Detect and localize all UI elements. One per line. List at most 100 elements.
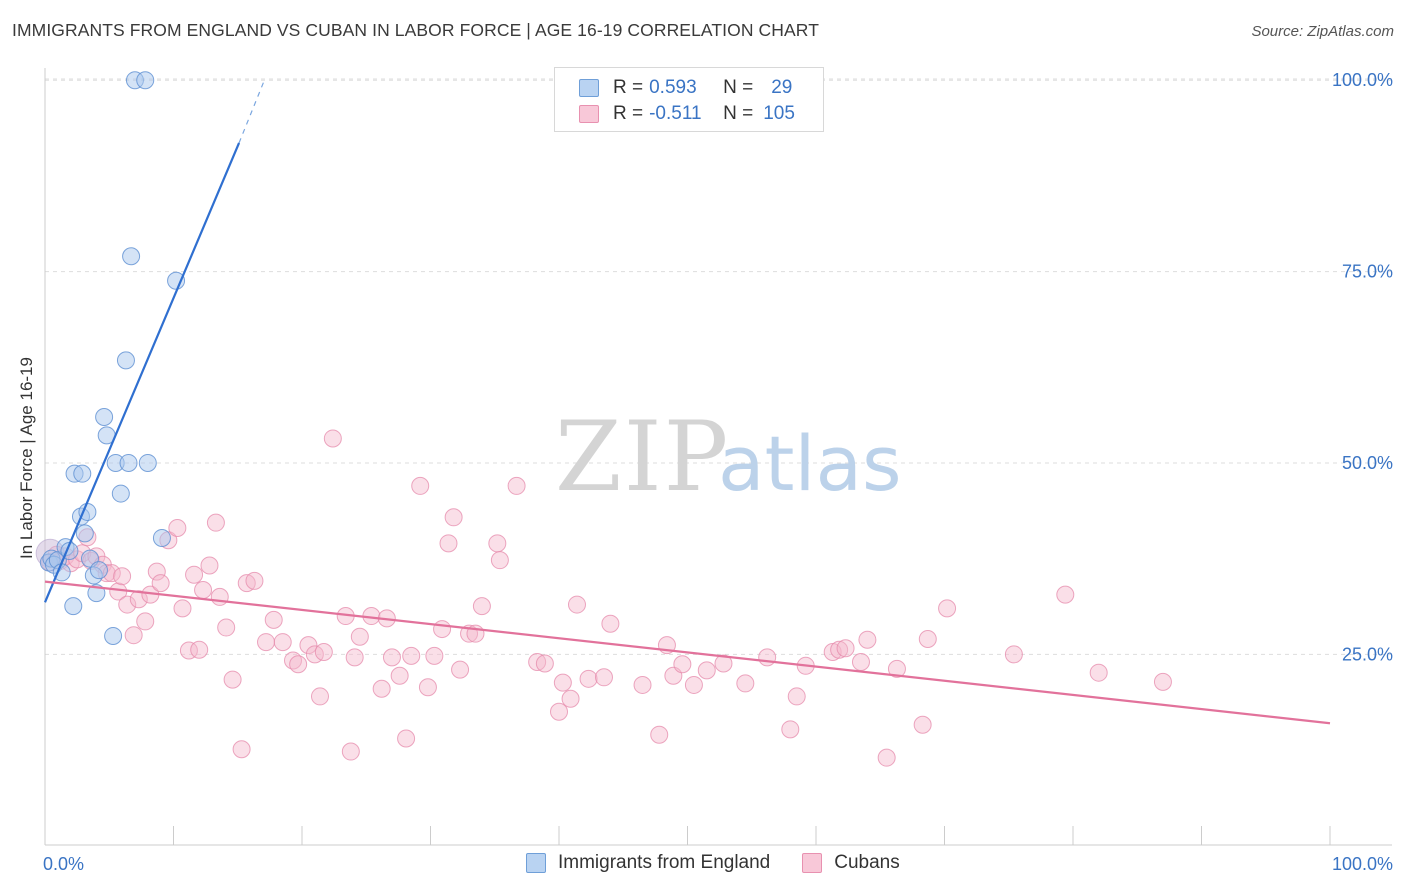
cubans-point: [194, 581, 213, 600]
cubans-point: [314, 643, 333, 662]
england-point: [89, 561, 108, 580]
cubans-point: [289, 655, 308, 674]
cubans-point: [210, 587, 229, 606]
cubans-point: [439, 534, 458, 553]
cubans-point: [1056, 585, 1075, 604]
england-point: [119, 453, 138, 472]
cubans-point: [451, 660, 470, 679]
cubans-point: [488, 534, 507, 553]
england-point: [122, 247, 141, 266]
series-legend: Immigrants from England Cubans: [526, 852, 932, 874]
y-tick-label: 25.0%: [1342, 644, 1393, 664]
cubans-point: [887, 659, 906, 678]
grid-lines: [45, 78, 1392, 655]
cubans-point: [113, 567, 132, 586]
cubans-point: [433, 620, 452, 639]
england-point: [152, 528, 171, 547]
cubans-point: [217, 618, 236, 637]
cubans-point: [601, 614, 620, 633]
cubans-point: [836, 639, 855, 658]
cubans-point: [136, 612, 155, 631]
england-points: [39, 71, 186, 645]
cubans-point: [118, 595, 137, 614]
cubans-point: [561, 689, 580, 708]
cubans-point: [684, 675, 703, 694]
r-value: 0.593: [649, 77, 697, 98]
cubans-point: [472, 597, 491, 616]
england-point: [73, 464, 92, 483]
cubans-point: [528, 652, 547, 671]
cubans-point: [299, 636, 318, 655]
legend-item-cubans[interactable]: Cubans: [802, 852, 900, 874]
n-label: N =: [723, 103, 754, 124]
cubans-point: [341, 742, 360, 761]
cubans-point: [830, 640, 849, 659]
england-point: [104, 626, 123, 645]
cubans-point: [913, 715, 932, 734]
cubans-point: [345, 648, 364, 667]
tick-labels: 25.0% 50.0% 75.0% 100.0% 0.0% 100.0%: [43, 70, 1393, 874]
stats-row-cubans: R = -0.511 N = 105: [555, 101, 795, 127]
cubans-point: [129, 590, 148, 609]
cubans-point: [350, 627, 369, 646]
legend-label-england: Immigrants from England: [558, 852, 771, 873]
stats-row-england: R = 0.593 N = 29: [555, 75, 792, 101]
cubans-point: [411, 476, 430, 495]
england-trend-extension: [238, 82, 265, 144]
cubans-point: [650, 725, 669, 744]
n-value: 105: [763, 103, 795, 124]
cubans-point: [736, 674, 755, 693]
cubans-point: [490, 551, 509, 570]
cubans-point: [858, 630, 877, 649]
cubans-point: [200, 556, 219, 575]
cubans-point: [673, 655, 692, 674]
watermark-atlas: atlas: [718, 419, 902, 508]
n-value: 29: [771, 77, 793, 98]
england-point: [167, 271, 186, 290]
cubans-point: [168, 519, 187, 538]
cubans-point: [397, 729, 416, 748]
cubans-point: [323, 429, 342, 448]
cubans-point: [851, 652, 870, 671]
cubans-point: [594, 668, 613, 687]
cubans-swatch: [579, 105, 599, 123]
y-tick-label: 100.0%: [1332, 70, 1393, 90]
cubans-point: [1089, 663, 1108, 682]
x-tick-label-max: 100.0%: [1332, 854, 1393, 874]
england-legend-swatch: [526, 853, 546, 873]
cubans-point: [918, 630, 937, 649]
cubans-point: [147, 562, 166, 581]
watermark: ZIP atlas: [555, 401, 902, 513]
cubans-point: [938, 599, 957, 618]
axes: [44, 68, 1392, 846]
x-tick-label-min: 0.0%: [43, 854, 84, 874]
legend-item-england[interactable]: Immigrants from England: [526, 852, 770, 874]
england-point: [111, 484, 130, 503]
r-label: R =: [613, 103, 644, 124]
cubans-point: [425, 646, 444, 665]
cubans-point: [1004, 645, 1023, 664]
cubans-point: [264, 610, 283, 629]
cubans-point: [124, 626, 143, 645]
cubans-point: [190, 640, 209, 659]
cubans-point: [382, 648, 401, 667]
cubans-point: [877, 748, 896, 767]
cubans-point: [553, 673, 572, 692]
r-value: -0.511: [649, 103, 702, 124]
cubans-point: [185, 565, 204, 584]
cubans-point: [444, 508, 463, 527]
cubans-point: [633, 675, 652, 694]
trend-lines: [43, 82, 1331, 725]
england-point: [116, 351, 135, 370]
cubans-point: [223, 670, 242, 689]
england-point: [95, 408, 114, 427]
y-tick-label: 50.0%: [1342, 453, 1393, 473]
cubans-point: [402, 646, 421, 665]
cubans-point: [714, 654, 733, 673]
england-point: [75, 524, 94, 543]
cubans-point: [758, 648, 777, 667]
cubans-point: [567, 595, 586, 614]
england-point: [136, 71, 155, 90]
cubans-point: [418, 678, 437, 697]
cubans-point: [1153, 672, 1172, 691]
